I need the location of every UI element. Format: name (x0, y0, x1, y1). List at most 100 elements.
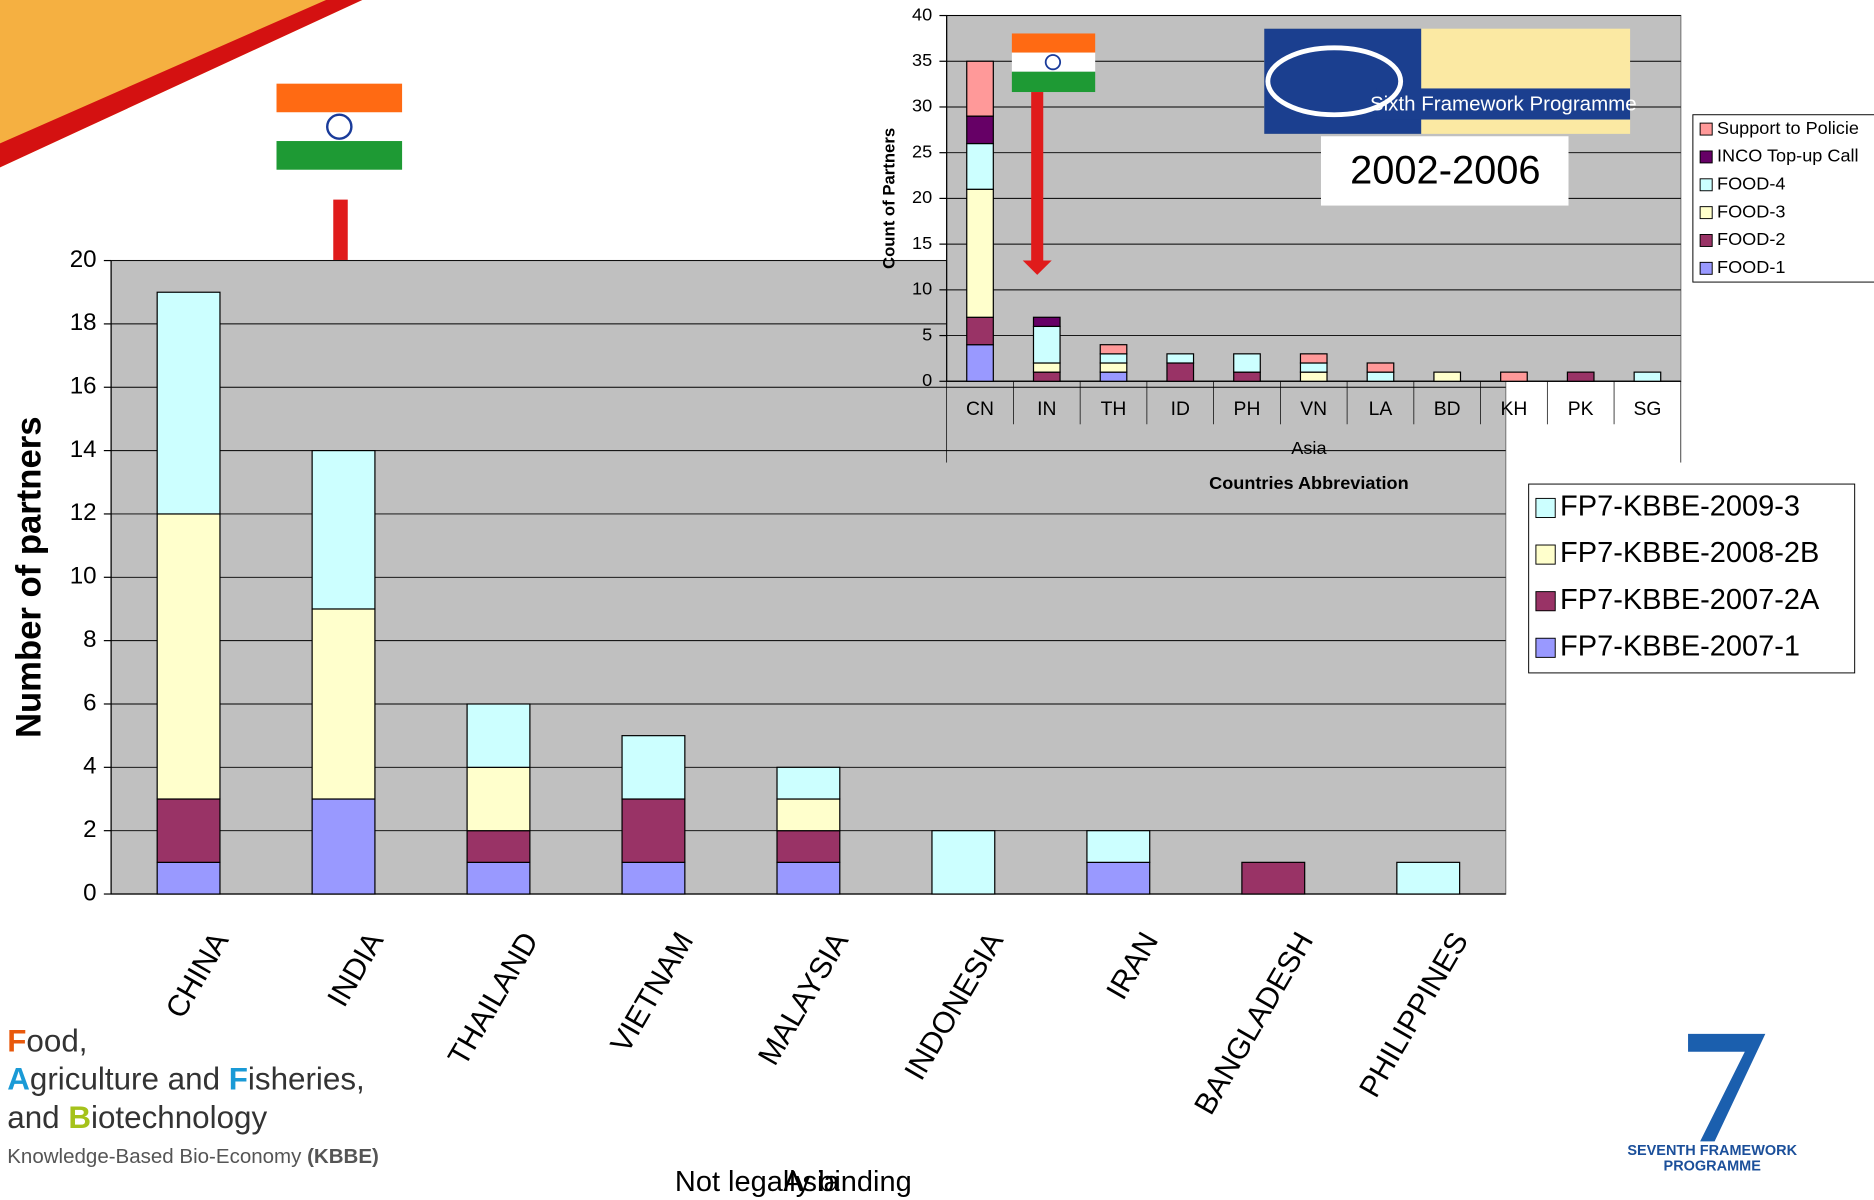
bar-segment (156, 291, 221, 515)
legend-label: FOOD-1 (1717, 257, 1785, 277)
y-tick-label: 0 (83, 879, 96, 906)
bar-segment (1099, 362, 1128, 373)
bar-segment (1032, 316, 1061, 328)
bar-segment (1086, 830, 1151, 863)
bar-segment (776, 766, 841, 800)
legend-swatch (1699, 178, 1713, 192)
fp7-name: SEVENTH FRAMEWORK (1627, 1143, 1797, 1159)
x-axis-label: Countries Abbreviation (1209, 473, 1409, 493)
x-tick-label: SG (1633, 399, 1661, 420)
logo-line: Agriculture and Fisheries, (7, 1062, 365, 1097)
legend-label: FOOD-2 (1717, 229, 1785, 249)
logo-text: isheries, (248, 1062, 365, 1097)
legend-label: FP7-KBBE-2009-3 (1560, 491, 1800, 523)
y-tick-label: 40 (912, 4, 932, 24)
bar-segment (311, 608, 376, 800)
bar-segment (1086, 861, 1151, 895)
bar-segment (1166, 362, 1195, 382)
legend-swatch (1699, 261, 1713, 275)
logo-text: (KBBE) (307, 1147, 379, 1169)
y-tick-label: 8 (83, 626, 96, 653)
bar-segment (1299, 353, 1328, 364)
legend-box (1528, 483, 1856, 674)
x-tick-label: ID (1171, 399, 1190, 420)
x-tick-label: PH (1234, 399, 1261, 420)
bar-segment (1099, 344, 1128, 355)
x-tick-label: LA (1369, 399, 1393, 420)
corner-stripe (0, 0, 363, 168)
legend-label: Support to Policie (1717, 118, 1859, 138)
legend-swatch (1699, 234, 1713, 247)
x-axis-label: Asia (783, 1166, 840, 1198)
bar-segment (1032, 325, 1061, 364)
y-tick-label: 2 (83, 816, 96, 843)
bar-segment (931, 830, 996, 895)
x-tick-label: CN (966, 399, 994, 420)
y-tick-label: 30 (912, 96, 932, 116)
bar-segment (466, 766, 531, 832)
arrow-small (1022, 92, 1052, 275)
logo-text: ood, (26, 1024, 87, 1059)
legend-swatch (1699, 122, 1713, 136)
logo-initial: A (7, 1062, 30, 1097)
bar-segment (966, 188, 994, 318)
bar-segment (966, 316, 994, 346)
legend-label: FP7-KBBE-2007-1 (1560, 631, 1800, 663)
legend-swatch (1535, 637, 1556, 658)
bar-segment (1241, 861, 1306, 895)
legend-box (1692, 114, 1874, 283)
logo-initial: F (7, 1024, 26, 1059)
bar-segment (1433, 371, 1462, 382)
bar-segment (1500, 371, 1528, 382)
x-tick-label: BD (1434, 399, 1461, 420)
bar-segment (156, 861, 221, 895)
x-tick-label: VN (1300, 399, 1327, 420)
legend-swatch (1699, 150, 1713, 164)
bar-segment (1396, 861, 1461, 895)
legend-label: FP7-KBBE-2007-2A (1560, 584, 1820, 616)
bar-segment (156, 798, 221, 863)
bar-segment (1566, 371, 1595, 382)
x-tick-label: PK (1568, 399, 1594, 420)
y-tick-label: 35 (912, 50, 932, 70)
annotation: Not legally binding (675, 1166, 912, 1198)
bar-segment (1299, 362, 1328, 373)
x-tick-label: MALAYSIA (752, 927, 855, 1071)
bar-segment (966, 60, 994, 117)
bar-segment (776, 798, 841, 832)
legend-label: FP7-KBBE-2008-2B (1560, 537, 1819, 569)
logo-text: Knowledge-Based Bio-Economy (7, 1147, 307, 1169)
logo-text: griculture and (30, 1062, 229, 1097)
logo-text: and (7, 1100, 68, 1135)
logo-line: Food, (7, 1024, 87, 1059)
y-axis-label: Count of Partners (879, 128, 898, 269)
logo-initial: B (68, 1100, 91, 1135)
legend-label: FOOD-3 (1717, 201, 1785, 221)
bar-segment (466, 861, 531, 895)
y-tick-label: 4 (83, 753, 96, 780)
x-tick-label: IRAN (1100, 927, 1165, 1005)
y-tick-label: 10 (70, 563, 97, 590)
y-tick-label: 10 (912, 279, 932, 299)
bar-segment (156, 513, 221, 800)
bar-segment (776, 861, 841, 895)
y-tick-label: 12 (70, 499, 97, 526)
bar-segment (776, 830, 841, 863)
bar-segment (966, 115, 994, 145)
logo-initial: F (229, 1062, 248, 1097)
bar-segment (1166, 353, 1195, 364)
legend-swatch (1535, 544, 1556, 565)
x-tick-label: VIETNAM (604, 927, 700, 1058)
x-tick-label: BANGLADESH (1188, 927, 1320, 1120)
bar-segment (1233, 353, 1261, 373)
legend-label: FOOD-4 (1717, 174, 1785, 194)
bar-segment (466, 703, 531, 768)
bar-segment (311, 450, 376, 610)
y-tick-label: 16 (70, 373, 97, 400)
bar-segment (1366, 362, 1395, 373)
bar-segment (311, 798, 376, 895)
y-tick-label: 20 (912, 187, 932, 207)
bar-segment (1032, 371, 1061, 382)
bar-segment (1233, 371, 1261, 382)
